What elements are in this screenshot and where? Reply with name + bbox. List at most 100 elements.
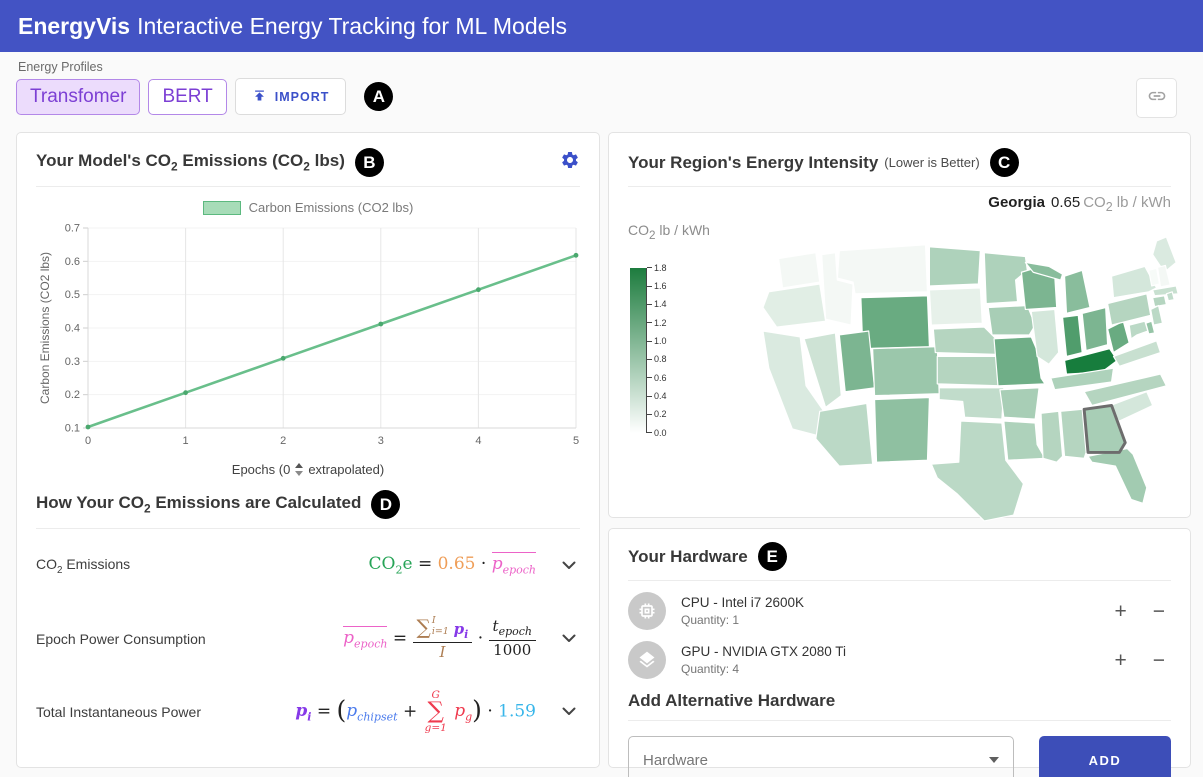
import-button[interactable]: IMPORT [234, 78, 347, 115]
state-MS [1040, 410, 1064, 463]
color-scale-label: CO2 lb / kWh [628, 222, 710, 242]
state-KY [1063, 347, 1119, 375]
annotation-marker-a: A [364, 82, 394, 111]
spinner-down-icon[interactable] [295, 471, 304, 476]
increase-quantity-button[interactable]: + [1114, 648, 1127, 672]
scale-tick: 0.4 [647, 391, 667, 401]
state-IA [987, 304, 1036, 336]
profile-transformer-button[interactable]: Transfomer [16, 78, 141, 115]
hardware-quantity: Quantity: 1 [681, 613, 740, 627]
annotation-marker-e: E [757, 542, 787, 571]
divider [36, 186, 580, 187]
formula-row-instant-power[interactable]: Total Instantaneous Power pi = (pchipset… [36, 675, 580, 748]
svg-text:0.7: 0.7 [65, 223, 80, 235]
hardware-quantity: Quantity: 4 [681, 662, 740, 676]
formula-row-co2-emissions[interactable]: CO2 Emissions CO2e = 0.65 · pepoch [36, 529, 580, 602]
epoch-spinner[interactable] [295, 463, 304, 476]
svg-text:2: 2 [280, 435, 286, 447]
svg-text:4: 4 [475, 435, 481, 447]
state-ME [1152, 236, 1177, 273]
divider [628, 720, 1171, 721]
profiles-row: Transfomer BERT IMPORT A [16, 78, 394, 115]
svg-text:0.4: 0.4 [65, 323, 80, 335]
settings-gear-icon[interactable] [560, 150, 580, 175]
decrease-quantity-button[interactable]: − [1152, 599, 1165, 623]
state-OK [938, 387, 1005, 420]
energy-profiles-label: Energy Profiles [18, 60, 103, 74]
formula-label: Epoch Power Consumption [36, 630, 206, 647]
profile-bert-button[interactable]: BERT [148, 78, 227, 115]
state-AZ [815, 402, 874, 467]
decrease-quantity-button[interactable]: − [1152, 648, 1165, 672]
app-title: Interactive Energy Tracking for ML Model… [137, 12, 568, 39]
add-hardware-title: Add Alternative Hardware [628, 691, 836, 710]
svg-text:0.5: 0.5 [65, 289, 80, 301]
state-IL [1030, 308, 1060, 365]
state-WY [860, 294, 931, 350]
gpu-layers-icon [628, 641, 666, 679]
scale-tick: 0.8 [647, 354, 667, 364]
formula-instant-power: pi = (pchipset + G ∑ g=1 pg) · 1.59 [295, 688, 536, 734]
share-link-button[interactable] [1136, 78, 1177, 118]
increase-quantity-button[interactable]: + [1114, 599, 1127, 623]
emissions-panel-title: Your Model's CO2 Emissions (CO2 lbs) [36, 151, 345, 174]
hardware-select-placeholder: Hardware [643, 751, 709, 769]
formula-label: CO2 Emissions [36, 555, 131, 576]
spinner-up-icon[interactable] [295, 463, 304, 468]
annotation-marker-c: C [989, 148, 1019, 177]
state-GA-highlighted [1082, 403, 1127, 454]
chart-legend[interactable]: Carbon Emissions (CO2 lbs) [36, 200, 580, 215]
region-panel: Your Region's Energy Intensity (Lower is… [608, 132, 1191, 522]
state-VA [1112, 340, 1162, 367]
state-TN [1050, 367, 1115, 391]
state-MI-upper [1024, 261, 1064, 281]
app-header: EnergyVis Interactive Energy Tracking fo… [0, 0, 1203, 52]
divider [628, 186, 1171, 187]
cpu-icon [628, 592, 666, 630]
svg-text:0.3: 0.3 [65, 356, 80, 368]
import-label: IMPORT [274, 89, 330, 104]
emissions-panel: Your Model's CO2 Emissions (CO2 lbs) B C… [16, 132, 600, 768]
chevron-down-icon[interactable] [562, 703, 576, 721]
state-AL [1060, 408, 1087, 459]
legend-label: Carbon Emissions (CO2 lbs) [248, 200, 414, 215]
region-panel-note: (Lower is Better) [884, 155, 980, 170]
state-CO [872, 345, 940, 397]
selected-region-name: Georgia [988, 194, 1045, 211]
state-MD [1128, 320, 1149, 340]
divider [628, 580, 1171, 581]
chevron-down-icon[interactable] [562, 630, 576, 648]
chart-x-axis-label: Epochs (0 extrapolated) [231, 462, 385, 477]
annotation-marker-b: B [354, 148, 384, 177]
state-OH [1081, 306, 1109, 351]
chevron-down-icon[interactable] [562, 557, 576, 575]
add-hardware-button[interactable]: ADD [1039, 736, 1171, 777]
selected-region-value: 0.65 [1050, 194, 1081, 211]
scale-tick: 1.6 [647, 281, 667, 291]
emissions-line-chart: 0 1 2 3 4 5 0.1 0.2 0.3 0.4 0.5 0.6 0.7 Carbon Emissi… [38, 223, 579, 448]
state-WA [778, 251, 821, 289]
hardware-select[interactable]: Hardware [628, 736, 1014, 777]
hardware-panel-title: Your Hardware [628, 546, 748, 566]
svg-text:0: 0 [85, 435, 91, 447]
legend-swatch [202, 200, 241, 215]
state-MO [993, 336, 1046, 387]
scale-tick: 1.0 [647, 336, 667, 346]
svg-text:1: 1 [183, 435, 189, 447]
state-LA [1003, 420, 1046, 461]
formula-co2e: CO2e = 0.65 · pepoch [368, 552, 536, 577]
us-states-choropleth[interactable] [714, 230, 1184, 526]
state-SD [928, 287, 983, 326]
state-ND [928, 246, 981, 287]
annotation-marker-d: D [371, 490, 401, 519]
divider [36, 528, 580, 529]
svg-text:0.6: 0.6 [65, 256, 80, 268]
caret-down-icon [989, 757, 999, 763]
import-icon [252, 88, 267, 106]
state-NH [1156, 264, 1171, 288]
scale-tick: 0.0 [647, 428, 667, 438]
scale-tick: 0.6 [647, 373, 667, 383]
